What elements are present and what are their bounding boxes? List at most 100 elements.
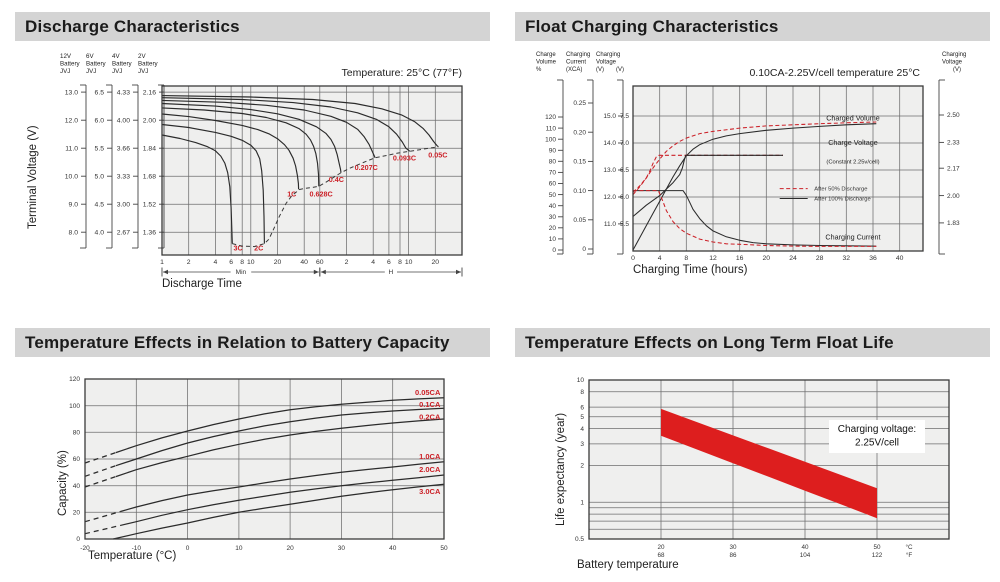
- capacity-curve-2.0CA: [120, 474, 445, 526]
- curve-label: 0.207C: [355, 163, 378, 172]
- x-tick-label: 20: [286, 545, 294, 552]
- scale-tick-label: 7.0: [620, 140, 629, 147]
- annotation-line2: 2.25V/cell: [855, 438, 899, 449]
- scale-tick-label: 6.5: [95, 89, 105, 96]
- curve-label: 0.093C: [393, 154, 416, 163]
- x-tick-label: 2: [187, 259, 191, 266]
- scale-header: (XCA): [566, 67, 582, 73]
- curve-label: 2.0CA: [419, 465, 441, 474]
- x-tick-label: 40: [300, 259, 308, 266]
- scale-tick-label: 13.0: [603, 167, 616, 174]
- scale-tick-label: 0.10: [573, 188, 586, 195]
- x-unit-fahrenheit: °F: [906, 551, 913, 559]
- x-tick-label: 10: [235, 545, 243, 552]
- scale-tick-label: 4.00: [117, 118, 130, 125]
- scale-header: 12V: [60, 53, 72, 60]
- scale-tick-label: 5.5: [620, 221, 629, 228]
- panel-temperature-capacity: Temperature Effects in Relation to Batte…: [15, 328, 490, 562]
- x-tick-label-f: 122: [872, 552, 883, 559]
- section-title: Float Charging Characteristics: [525, 16, 779, 36]
- x-tick-label: 40: [896, 255, 904, 262]
- section-header: Float Charging Characteristics: [515, 12, 990, 41]
- scale-header: (V): [616, 67, 624, 73]
- plot-border: [161, 85, 463, 256]
- scale-tick-label: 50: [549, 192, 557, 199]
- float-life-chart: Charging voltage:2.25V/cell1086543210.52…: [575, 377, 950, 559]
- scale-tick-label: 5.0: [95, 174, 105, 181]
- x-tick-label-c: 50: [873, 544, 881, 551]
- scale-tick-label: 2.17: [947, 165, 960, 172]
- x-tick-label: 10: [247, 259, 255, 266]
- capacity-curve-lead-1.0CA: [84, 510, 122, 523]
- x-tick-label: 20: [432, 259, 440, 266]
- scale-tick-label: 10.0: [65, 174, 78, 181]
- section-title: Discharge Characteristics: [25, 16, 240, 36]
- section-header: Temperature Effects in Relation to Batte…: [15, 328, 490, 357]
- x-tick-label: 1: [160, 259, 164, 266]
- x-tick-label: 8: [684, 255, 688, 262]
- scale-tick-label: 6.0: [95, 118, 105, 125]
- y-tick-label: 8: [580, 389, 584, 396]
- x-tick-label: 16: [736, 255, 744, 262]
- y-tick-label: 10: [577, 377, 585, 384]
- curve-label: 0.05CA: [415, 388, 441, 397]
- scale-tick-label: 12.0: [65, 118, 78, 125]
- scale-header: %: [536, 67, 542, 73]
- scale-tick-label: 1.36: [143, 230, 156, 237]
- discharge-chart: 12VBatteryJVJ13.012.011.010.09.08.06VBat…: [60, 53, 463, 277]
- y-tick-label: 80: [73, 430, 81, 437]
- capacity-curve-0.2CA: [115, 418, 445, 478]
- scale-tick-label: 0.25: [573, 100, 586, 107]
- x-tick-label: -20: [80, 545, 90, 552]
- scale-tick-label: 5.5: [95, 146, 105, 153]
- curve-label: 3C: [233, 244, 242, 253]
- scale-header: JVJ: [138, 68, 148, 75]
- scale-tick-label: 11.0: [65, 146, 78, 153]
- scale-tick-label: 4.0: [95, 230, 105, 237]
- scale-tick-label: 60: [549, 181, 557, 188]
- x-tick-label: 8: [398, 259, 402, 266]
- scale-tick-label: 14.0: [603, 140, 616, 147]
- discharge-curve-0.093C: [161, 97, 411, 152]
- y-tick-label: 5: [580, 414, 584, 421]
- scale-tick-label: 40: [549, 203, 557, 210]
- x-tick-label: 40: [389, 545, 397, 552]
- curve-charging-current-50: [633, 190, 877, 247]
- scale-header: Charging: [566, 52, 590, 58]
- curve-label: 0.05C: [428, 151, 447, 160]
- x-tick-label: 6: [387, 259, 391, 266]
- x-tick-label: 2: [345, 259, 349, 266]
- section-header: Discharge Characteristics: [15, 12, 490, 41]
- panel-temperature-float-life: Temperature Effects on Long Term Float L…: [515, 328, 990, 571]
- y-tick-label: 6: [580, 404, 584, 411]
- temperature-note: Temperature: 25°C (77°F): [341, 67, 462, 79]
- scale-tick-label: 100: [545, 136, 556, 143]
- scale-tick-label: 2.00: [143, 118, 156, 125]
- curve-label: 1C: [287, 190, 296, 199]
- scale-tick-label: 9.0: [69, 202, 79, 209]
- discharge-curve-3C: [161, 134, 233, 244]
- scale-tick-label: 2.33: [947, 140, 960, 147]
- x-tick-label-f: 86: [729, 552, 737, 559]
- curve-label: 0.628C: [310, 190, 333, 199]
- scale-tick-label: 110: [546, 125, 557, 132]
- x-tick-label: 20: [274, 259, 282, 266]
- curve-charging-current-100: [633, 190, 877, 247]
- capacity-temperature-chart: 0.05CA 0.1CA 0.2CA 1.0CA 2.0CA 3.0CA 0 20 40 60 80…: [69, 376, 448, 552]
- curve-charged-volume-100: [632, 123, 877, 251]
- discharge-curve-1C: [161, 113, 300, 190]
- plot-area: [162, 86, 462, 255]
- arrowhead: [313, 269, 319, 275]
- x-tick-label: 28: [816, 255, 824, 262]
- scale-tick-label: 12.0: [603, 194, 616, 201]
- curve-label: 1.0CA: [419, 452, 441, 461]
- arrowhead: [320, 269, 326, 275]
- y-axis-title: Life expectancy (year): [555, 412, 567, 526]
- curve-label: 3.0CA: [419, 487, 441, 496]
- y-tick-label: 1: [580, 499, 584, 506]
- plot-border: [84, 378, 445, 540]
- y-tick-label: 20: [73, 510, 81, 517]
- capacity-curve-1.0CA: [120, 461, 445, 513]
- x-axis-title: Discharge Time: [162, 278, 242, 290]
